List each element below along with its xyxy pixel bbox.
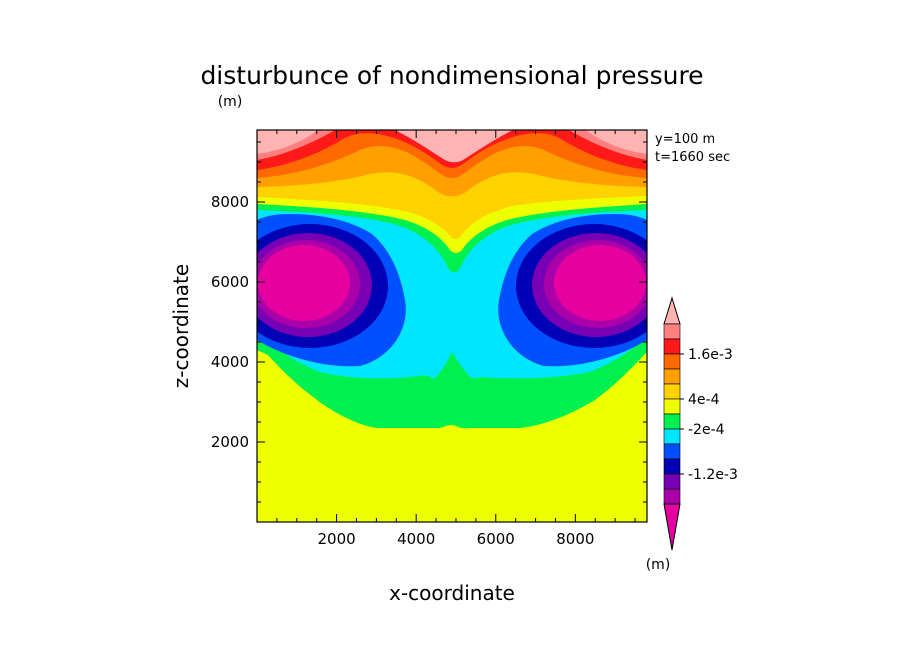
- y-tick-label: 6000: [211, 273, 249, 291]
- annotation-y: y=100 m: [655, 132, 715, 147]
- colorbar-label: -2e-4: [688, 422, 725, 438]
- colorbar-swatch: [663, 488, 681, 505]
- band-pink-mid: [395, 130, 513, 163]
- colorbar-swatch: [663, 338, 681, 355]
- colorbar-swatch: [663, 383, 681, 400]
- colorbar-arrow-bottom: [663, 503, 681, 551]
- colorbar-label: 4e-4: [688, 392, 720, 408]
- colorbar-label: 1.6e-3: [688, 347, 733, 363]
- y-tick-label: 2000: [211, 433, 249, 451]
- vortex-left: [257, 224, 388, 348]
- x-tick-label: 8000: [556, 530, 594, 548]
- colorbar-swatch: [663, 458, 681, 475]
- colorbar-swatch: [663, 428, 681, 445]
- colorbar-swatch: [663, 353, 681, 370]
- colorbar-arrow-top: [663, 296, 681, 325]
- y-unit-label: (m): [218, 94, 243, 110]
- colorbar-swatch: [663, 323, 681, 340]
- x-tick-label: 2000: [317, 530, 355, 548]
- x-tick-label: 4000: [397, 530, 435, 548]
- y-tick-label: 4000: [211, 353, 249, 371]
- colorbar-swatch: [663, 398, 681, 415]
- contour-field: [257, 130, 647, 522]
- y-axis-label: z-coordinate: [169, 264, 193, 388]
- colorbar-swatch: [663, 473, 681, 490]
- colorbar: 1.6e-3 4e-4 -2e-4 -1.2e-3: [663, 296, 738, 551]
- x-tick-label: 6000: [477, 530, 515, 548]
- colorbar-unit-label: (m): [646, 557, 671, 573]
- colorbar-label: -1.2e-3: [688, 467, 738, 483]
- x-axis-label: x-coordinate: [389, 581, 515, 605]
- band-pink: [257, 130, 318, 154]
- annotation-t: t=1660 sec: [655, 150, 730, 165]
- colorbar-swatch: [663, 413, 681, 430]
- plot-frame: [256, 129, 648, 523]
- colorbar-swatch: [663, 368, 681, 385]
- vortex-right: [516, 224, 647, 348]
- y-tick-label: 8000: [211, 193, 249, 211]
- axes: 2000 4000 6000 8000 2000 4000 6000 8000: [211, 130, 647, 548]
- colorbar-swatch: [663, 443, 681, 460]
- chart-title: disturbunce of nondimensional pressure: [200, 61, 703, 90]
- band-pink-right: [586, 130, 647, 154]
